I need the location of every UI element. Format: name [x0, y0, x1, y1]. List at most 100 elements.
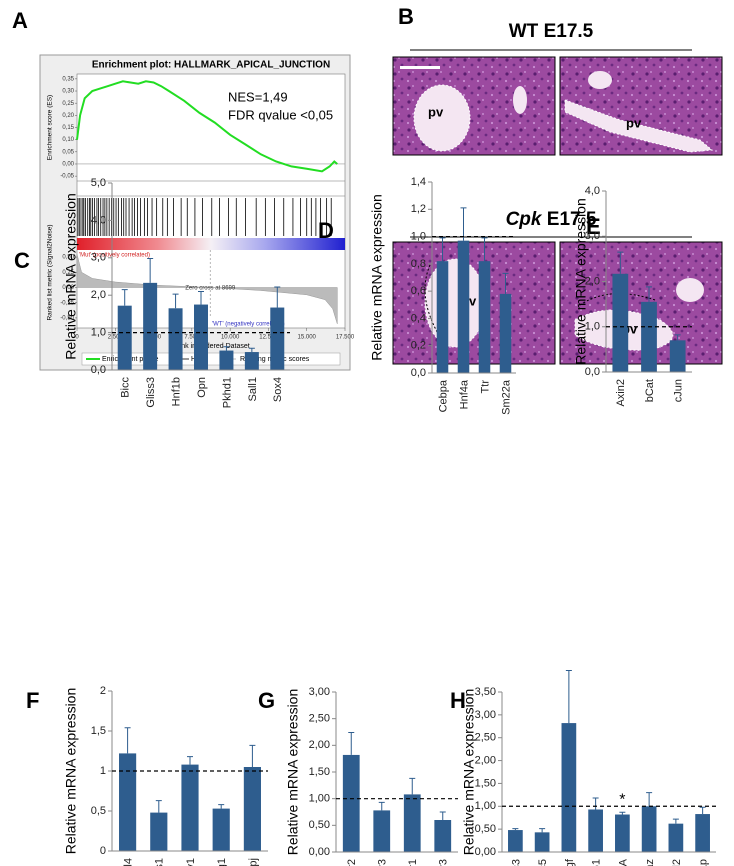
x-tick-label: Sox4	[272, 377, 284, 402]
y-tick-label: 2,0	[91, 289, 106, 301]
error-bar	[172, 293, 179, 309]
x-tick-label: Birc5	[537, 859, 549, 866]
panel-letter: F	[26, 688, 39, 713]
bar	[181, 764, 199, 851]
y-tick-label: 3,0	[585, 230, 600, 242]
y-tick-label: 0,8	[411, 258, 426, 270]
bar	[342, 754, 360, 852]
bar	[641, 806, 657, 852]
y-tick-label: -0,25	[60, 300, 74, 306]
neg-label: 'WT' (negatively correlated)	[212, 322, 285, 328]
bar	[403, 794, 421, 852]
x-tick-label: Sm22a	[500, 379, 512, 415]
y-tick-label: 0,00	[475, 846, 496, 858]
x-tick-label: 12.500	[259, 335, 278, 341]
panel-letter: H	[450, 688, 466, 713]
y-tick-label: 3,00	[309, 686, 330, 698]
genotype: Cpk	[506, 209, 543, 230]
panel-letter: E	[586, 214, 601, 239]
x-tick-label: Hnf1b	[170, 377, 182, 406]
panel-letter: B	[398, 4, 414, 29]
x-tick-label: Dll4	[123, 858, 135, 866]
y-tick-label: 0,05	[62, 149, 74, 155]
rank-color-bar	[77, 238, 345, 250]
bar	[457, 240, 470, 373]
y-tick-label: 0,00	[62, 162, 74, 168]
error-bar	[378, 801, 385, 811]
y-tick-label: -0,50	[60, 315, 74, 321]
y-tick-label: 0,00	[309, 846, 330, 858]
y-axis-label: Enrichment score (ES)	[47, 95, 54, 160]
bar	[615, 814, 630, 852]
x-tick-label: Yap	[698, 859, 710, 866]
y-tick-label: 0,20	[62, 113, 74, 119]
x-tick-label: Gliss3	[145, 377, 157, 408]
y-tick-label: 0,0	[411, 367, 426, 379]
bar	[150, 812, 168, 851]
bar	[194, 304, 208, 370]
group-label: Cpk E17.5	[506, 209, 597, 230]
error-bar	[565, 670, 572, 724]
image-label: pv	[626, 115, 642, 130]
y-tick-label: 1,00	[309, 793, 330, 805]
y-tick-label: 0,50	[475, 823, 496, 835]
x-tick-label: Cyr61	[591, 859, 603, 866]
y-tick-label: 5,0	[91, 177, 106, 189]
x-tick-label: cJun	[673, 379, 685, 402]
bar	[478, 261, 491, 373]
x-tick-label: Hes1	[154, 858, 166, 866]
error-bar	[439, 811, 446, 820]
metric-area	[76, 253, 338, 325]
error-bar	[124, 727, 131, 754]
error-bar	[617, 251, 624, 274]
x-tick-label: bCat	[644, 379, 656, 402]
error-bar	[147, 258, 154, 283]
y-tick-label: 0,5	[91, 805, 106, 817]
pos-label: 'Mut' (positively correlated)	[79, 253, 150, 259]
annotation: FDR qvalue <0,05	[228, 107, 333, 122]
error-bar	[348, 732, 355, 755]
x-tick-label: Tead2	[671, 859, 683, 866]
error-bar	[592, 797, 599, 810]
error-bar	[121, 289, 128, 306]
y-axis-label: Ranked list metric (Signal2Noise)	[47, 224, 54, 320]
error-bar	[619, 811, 626, 815]
x-tick-label: 10.000	[221, 335, 240, 341]
y-tick-label: 0	[100, 845, 106, 857]
x-tick-label: Rbpj	[247, 858, 259, 866]
y-tick-label: 2,0	[585, 275, 600, 287]
error-bar	[512, 828, 519, 831]
bar	[508, 830, 523, 852]
bar	[212, 808, 230, 851]
error-bar	[198, 290, 204, 305]
y-axis-label: Relative mRNA expression	[63, 193, 79, 360]
x-tick-label: Vegfr1	[407, 859, 419, 866]
y-tick-label: 2,00	[309, 739, 330, 751]
x-tick-label: Fgfr3	[377, 859, 389, 866]
bar	[641, 301, 657, 372]
y-tick-label: 4,0	[585, 185, 600, 197]
y-tick-label: 0,35	[62, 76, 74, 82]
y-tick-label: 0,00	[62, 285, 74, 291]
x-tick-label: Birc3	[510, 859, 522, 866]
y-tick-label: 1,0	[411, 230, 426, 242]
x-axis-label: Rank in Ordered Dataset	[172, 343, 249, 350]
x-tick-label: 2.500	[108, 335, 124, 341]
bar	[436, 261, 449, 373]
y-tick-label: 1,00	[475, 800, 496, 812]
bar	[119, 753, 137, 851]
bar	[695, 814, 710, 852]
y-tick-label: 3,50	[475, 686, 496, 698]
x-tick-label: InhbA	[617, 858, 629, 866]
error-bar	[460, 207, 467, 241]
bar	[373, 810, 391, 852]
y-tick-label: 0,4	[411, 312, 426, 324]
x-tick-label: 15.000	[298, 335, 317, 341]
y-tick-label: 0,0	[585, 366, 600, 378]
x-tick-label: Fgfr2	[346, 859, 358, 866]
panel-letter: D	[318, 218, 334, 243]
error-bar	[439, 237, 446, 262]
panel-letter: C	[14, 248, 30, 273]
x-tick-label: Opn	[196, 377, 208, 398]
y-tick-label: 1,4	[411, 176, 426, 188]
